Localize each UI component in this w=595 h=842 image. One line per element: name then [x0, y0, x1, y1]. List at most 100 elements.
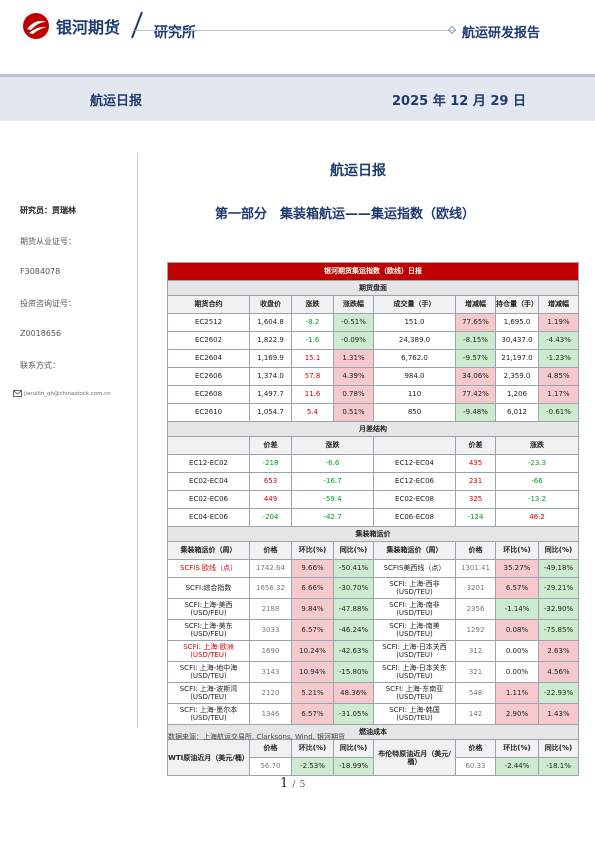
col-header	[373, 436, 456, 455]
price: 1292	[455, 619, 496, 641]
route-name: SCFI: 上海-南非 (USD/TEU)	[373, 598, 456, 620]
freight-section-header: 集装箱运价	[167, 526, 579, 542]
price: 2120	[249, 682, 292, 704]
price: 312	[455, 640, 496, 662]
col-header: 价格	[249, 739, 292, 758]
close: 1,822.9	[249, 331, 292, 350]
table-row: EC2602 1,822.9 -1.6 -0.09% 24,389.0 -8.1…	[167, 331, 579, 350]
route-name: SCFIS美西线（点）	[373, 559, 456, 578]
spread-value: 231	[455, 472, 496, 491]
spread-change: -16.7	[291, 472, 374, 491]
table-row: SCFI: 上海-地中海 (USD/TEU) 3143 10.94% -15.8…	[167, 661, 579, 683]
yoy: -47.88%	[333, 598, 374, 620]
col-header: 集装箱运价（周）	[373, 541, 456, 560]
page-title: 航运日报	[330, 163, 386, 179]
col-header: 集装箱运价（周）	[167, 541, 250, 560]
volume: 24,389.0	[373, 331, 456, 350]
futures-section-header: 期货盘面	[167, 280, 579, 296]
oi-pct: -0.61%	[538, 403, 579, 422]
logo-text: 银河期货	[56, 18, 121, 37]
table-row: EC2606 1,374.0 57.8 4.39% 984.0 34.06% 2…	[167, 367, 579, 386]
yoy: -49.18%	[538, 559, 579, 578]
spread-value: -218	[249, 454, 292, 473]
oi-pct: 4.85%	[538, 367, 579, 386]
mom: 2.90%	[495, 703, 539, 725]
change-pct: 0.78%	[333, 385, 374, 404]
route-name: SCFI: 上海-墨尔本 (USD/TEU)	[167, 703, 250, 725]
spread-change: -6.6	[291, 454, 374, 473]
col-header: 涨跌	[291, 295, 334, 314]
col-header: 涨跌	[495, 436, 579, 455]
price: 2188	[249, 598, 292, 620]
col-header: 同比(%)	[538, 739, 579, 758]
mom: 10.24%	[291, 640, 334, 662]
band-top-rule	[0, 74, 595, 77]
volume: 984.0	[373, 367, 456, 386]
open-interest: 21,197.0	[495, 349, 539, 368]
table-row: EC2604 1,169.9 15.1 1.31% 6,762.0 -9.57%…	[167, 349, 579, 368]
mom: -1.14%	[495, 598, 539, 620]
sidebar-divider	[137, 153, 138, 728]
close: 1,604.8	[249, 313, 292, 332]
col-header: 价格	[455, 739, 496, 758]
volume: 110	[373, 385, 456, 404]
contract: EC2604	[167, 349, 250, 368]
email-link[interactable]: jiaruilin_qh@chinastock.com.cn	[24, 391, 111, 397]
table-row: SCFI:综合指数 1656.32 6.66% -30.70% SCFI: 上海…	[167, 577, 579, 599]
col-header: 收盘价	[249, 295, 292, 314]
change-pct: 1.31%	[333, 349, 374, 368]
yoy: -46.24%	[333, 619, 374, 641]
spread-pair: EC04-EC06	[167, 508, 250, 527]
page-current: 1	[280, 776, 289, 791]
col-header: 涨跌幅	[333, 295, 374, 314]
volume-pct: 77.42%	[455, 385, 496, 404]
table-row: SCFI: 上海-墨尔本 (USD/TEU) 1346 6.57% -31.05…	[167, 703, 579, 725]
open-interest: 1,206	[495, 385, 539, 404]
price: 1742.64	[249, 559, 292, 578]
spread-change: 46.2	[495, 508, 579, 527]
change: -1.6	[291, 331, 334, 350]
table-row: EC02-EC04 653 -16.7 EC12-EC06 231 -66	[167, 472, 579, 491]
price: 3201	[455, 577, 496, 599]
table-row: EC12-EC02 -218 -6.6 EC12-EC04 435 -23.3	[167, 454, 579, 473]
spread-pair: EC02-EC04	[167, 472, 250, 491]
col-header: 增减幅	[455, 295, 496, 314]
yoy: -75.85%	[538, 619, 579, 641]
mom: 9.84%	[291, 598, 334, 620]
col-header: 环比(%)	[495, 541, 539, 560]
close: 1,169.9	[249, 349, 292, 368]
mom: 0.00%	[495, 640, 539, 662]
spread-pair: EC12-EC04	[373, 454, 456, 473]
mom: 6.66%	[291, 577, 334, 599]
yoy: -31.05%	[333, 703, 374, 725]
spread-pair: EC12-EC06	[373, 472, 456, 491]
yoy: 4.56%	[538, 661, 579, 683]
col-header: 价差	[455, 436, 496, 455]
table-row: EC2512 1,604.8 -8.2 -0.51% 151.0 77.65% …	[167, 313, 579, 332]
spread-pair: EC12-EC02	[167, 454, 250, 473]
change: 15.1	[291, 349, 334, 368]
mom: -2.44%	[495, 757, 539, 776]
mom: -2.53%	[291, 757, 334, 776]
table-row: SCFI:上海-美东 (USD/FEU) 3033 6.57% -46.24% …	[167, 619, 579, 641]
change: 57.8	[291, 367, 334, 386]
route-name: SCFI: 上海-东南亚 (USD/TEU)	[373, 682, 456, 704]
price: 548	[455, 682, 496, 704]
open-interest: 6,012	[495, 403, 539, 422]
spread-value: 325	[455, 490, 496, 509]
institute-name: 研究所	[154, 25, 196, 41]
table-row: EC04-EC06 -204 -42.7 EC06-EC08 -124 46.2	[167, 508, 579, 527]
contact-label: 联系方式：	[20, 361, 60, 370]
oi-pct: 1.17%	[538, 385, 579, 404]
report-date: 2025 年 12 月 29 日	[392, 94, 526, 109]
mom: 0.08%	[495, 619, 539, 641]
oi-pct: -4.43%	[538, 331, 579, 350]
mom: 9.66%	[291, 559, 334, 578]
col-header: 同比(%)	[333, 541, 374, 560]
contract: EC2608	[167, 385, 250, 404]
yoy: 2.63%	[538, 640, 579, 662]
volume: 6,762.0	[373, 349, 456, 368]
yoy: 1.43%	[538, 703, 579, 725]
title-band	[0, 77, 595, 121]
open-interest: 30,437.0	[495, 331, 539, 350]
